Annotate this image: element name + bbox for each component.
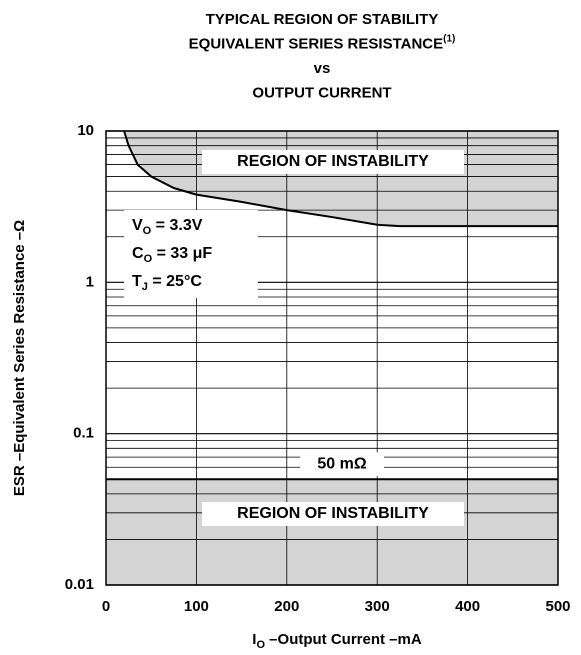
y-tick-label: 0.1 bbox=[73, 425, 94, 442]
condition: VO = 3.3V bbox=[132, 217, 203, 237]
annotation-box bbox=[202, 150, 464, 174]
lower-region-fill bbox=[106, 479, 558, 585]
boundary-line bbox=[123, 130, 558, 228]
condition-rest: = 25°C bbox=[148, 273, 202, 290]
x-tick-label: 100 bbox=[184, 598, 209, 615]
conditions-box bbox=[124, 210, 258, 298]
x-tick-label: 500 bbox=[545, 598, 570, 615]
x-label-symbol: I bbox=[252, 631, 256, 648]
title-line: vs bbox=[314, 60, 331, 77]
title-line: TYPICAL REGION OF STABILITY bbox=[206, 11, 439, 28]
condition: TJ = 25°C bbox=[132, 273, 202, 293]
y-tick-label: 1 bbox=[86, 273, 94, 290]
annotation: REGION OF INSTABILITY bbox=[237, 153, 429, 170]
chart-title: vs bbox=[314, 60, 331, 77]
title-note: (1) bbox=[443, 33, 455, 44]
condition-sub: O bbox=[143, 225, 152, 237]
condition-rest: = 33 μF bbox=[152, 245, 212, 262]
condition-symbol: V bbox=[132, 217, 143, 234]
title-line: OUTPUT CURRENT bbox=[252, 84, 391, 101]
chart-title: OUTPUT CURRENT bbox=[252, 84, 391, 101]
condition-rest: = 3.3V bbox=[151, 217, 202, 234]
annotation-box bbox=[202, 502, 464, 526]
y-tick-label: 0.01 bbox=[65, 576, 94, 593]
annotation: REGION OF INSTABILITY bbox=[237, 505, 429, 522]
condition-symbol: T bbox=[132, 273, 142, 290]
x-label-sub: O bbox=[256, 639, 265, 651]
condition-sub: O bbox=[144, 253, 153, 265]
condition-symbol: C bbox=[132, 245, 144, 262]
chart-title: EQUIVALENT SERIES RESISTANCE(1) bbox=[189, 33, 456, 52]
x-tick-label: 400 bbox=[455, 598, 480, 615]
y-tick-label: 10 bbox=[77, 122, 94, 139]
annotation-box bbox=[300, 452, 384, 477]
title-line: EQUIVALENT SERIES RESISTANCE bbox=[189, 35, 443, 52]
y-axis-label: ESR –Equivalent Series Resistance –Ω bbox=[11, 220, 28, 496]
x-tick-label: 200 bbox=[274, 598, 299, 615]
plot-frame bbox=[105, 130, 559, 586]
annotation: 50 mΩ bbox=[317, 455, 366, 472]
x-tick-label: 300 bbox=[365, 598, 390, 615]
x-tick-label: 0 bbox=[102, 598, 110, 615]
condition-sub: J bbox=[142, 281, 148, 293]
condition: CO = 33 μF bbox=[132, 245, 212, 265]
x-label-rest: –Output Current –mA bbox=[265, 631, 422, 648]
x-axis-label: IO –Output Current –mA bbox=[252, 631, 422, 651]
chart-title: TYPICAL REGION OF STABILITY bbox=[206, 11, 439, 28]
